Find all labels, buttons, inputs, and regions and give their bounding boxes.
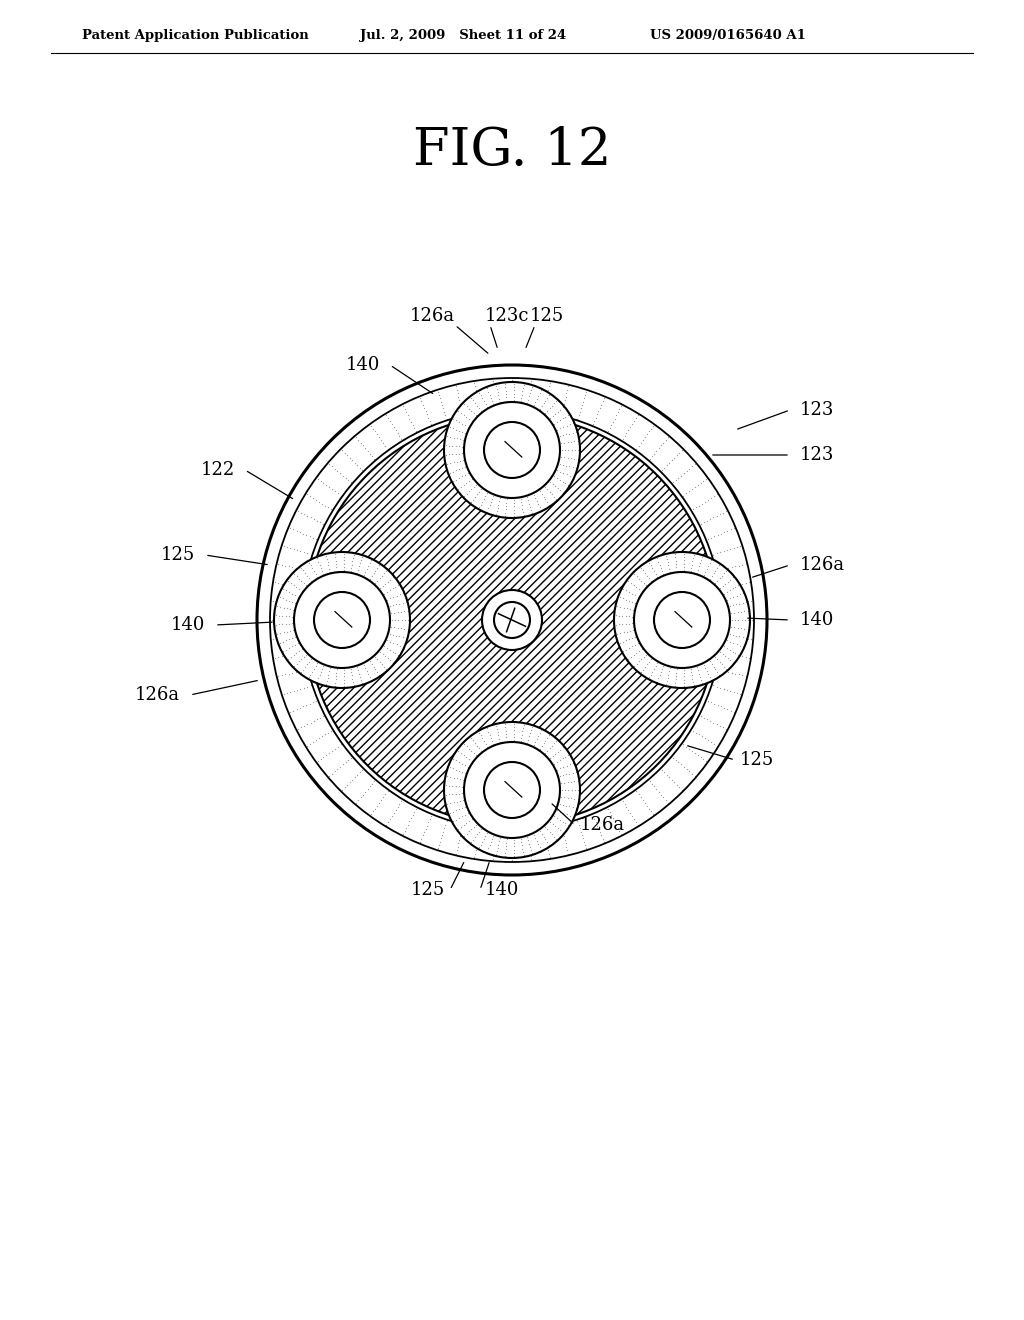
Circle shape — [654, 591, 710, 648]
Text: 122: 122 — [201, 461, 234, 479]
Text: US 2009/0165640 A1: US 2009/0165640 A1 — [650, 29, 806, 41]
Text: 125: 125 — [530, 308, 564, 325]
Text: 125: 125 — [740, 751, 774, 770]
Circle shape — [307, 414, 717, 825]
Circle shape — [274, 552, 410, 688]
Text: 126a: 126a — [580, 816, 625, 834]
Circle shape — [444, 381, 580, 517]
Circle shape — [444, 722, 580, 858]
Text: 140: 140 — [800, 611, 835, 630]
Text: 140: 140 — [171, 616, 205, 634]
Circle shape — [270, 378, 754, 862]
Text: 125: 125 — [161, 546, 195, 564]
Circle shape — [494, 602, 530, 638]
Text: 140: 140 — [346, 356, 380, 374]
Text: 140: 140 — [485, 880, 519, 899]
Text: 126a: 126a — [800, 556, 845, 574]
Text: Jul. 2, 2009   Sheet 11 of 24: Jul. 2, 2009 Sheet 11 of 24 — [360, 29, 566, 41]
Text: 123: 123 — [800, 446, 835, 465]
Circle shape — [484, 762, 540, 818]
Circle shape — [482, 590, 542, 649]
Text: 123: 123 — [800, 401, 835, 418]
Text: FIG. 12: FIG. 12 — [413, 124, 611, 176]
Text: 126a: 126a — [410, 308, 455, 325]
Text: 126a: 126a — [135, 686, 180, 704]
Text: Patent Application Publication: Patent Application Publication — [82, 29, 309, 41]
Circle shape — [314, 591, 370, 648]
Text: 125: 125 — [411, 880, 445, 899]
Circle shape — [307, 414, 717, 825]
Circle shape — [257, 366, 767, 875]
Circle shape — [484, 422, 540, 478]
Text: 123c: 123c — [485, 308, 529, 325]
Circle shape — [614, 552, 750, 688]
